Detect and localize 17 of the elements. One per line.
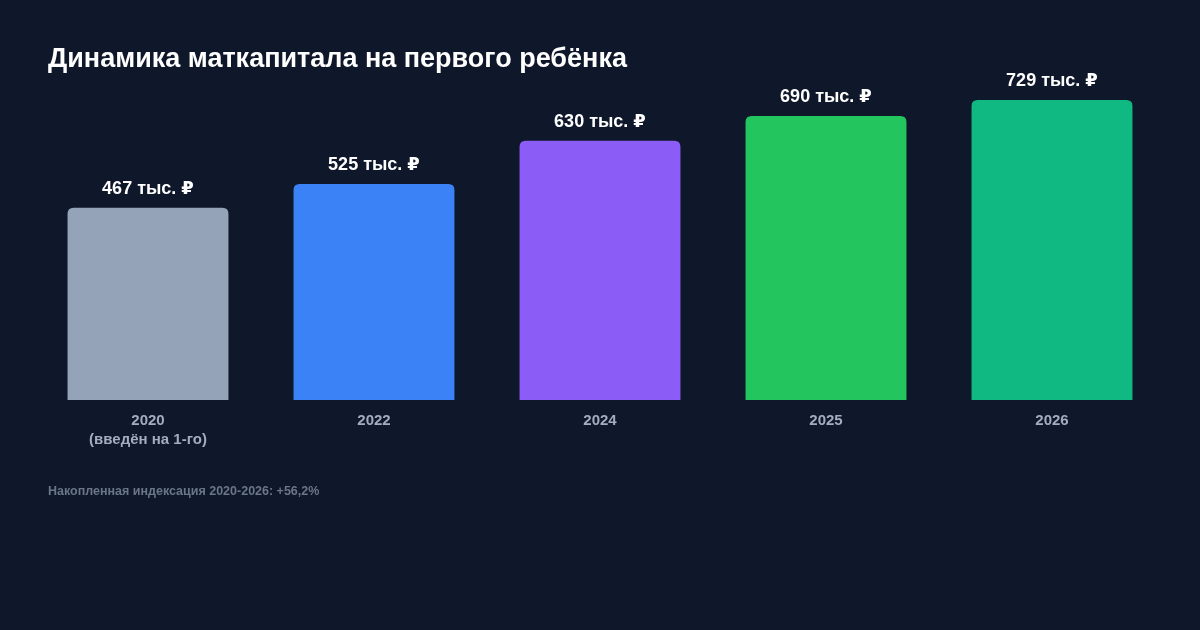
data-label: 690 тыс. ₽ [780, 86, 872, 107]
data-label: 525 тыс. ₽ [328, 153, 420, 174]
chart-title: Динамика маткапитала на первого ребёнка [48, 43, 628, 73]
x-tick-label: 2024 [583, 411, 618, 428]
x-tick-label: 2022 [357, 411, 391, 428]
bar [519, 140, 681, 400]
bar [293, 183, 455, 400]
x-tick-label: 2025 [809, 411, 843, 428]
bar [67, 207, 229, 400]
data-label: 467 тыс. ₽ [102, 177, 194, 198]
data-label: 630 тыс. ₽ [554, 110, 646, 131]
bar [971, 100, 1133, 400]
x-tick-label: 2026 [1035, 411, 1069, 428]
x-tick-label: 2020 (введён на 1-го) [89, 411, 207, 447]
bar [745, 116, 907, 400]
text: Накопленная индексация 2020-2026: +56,2% [48, 484, 320, 498]
data-label: 729 тыс. ₽ [1006, 70, 1098, 90]
